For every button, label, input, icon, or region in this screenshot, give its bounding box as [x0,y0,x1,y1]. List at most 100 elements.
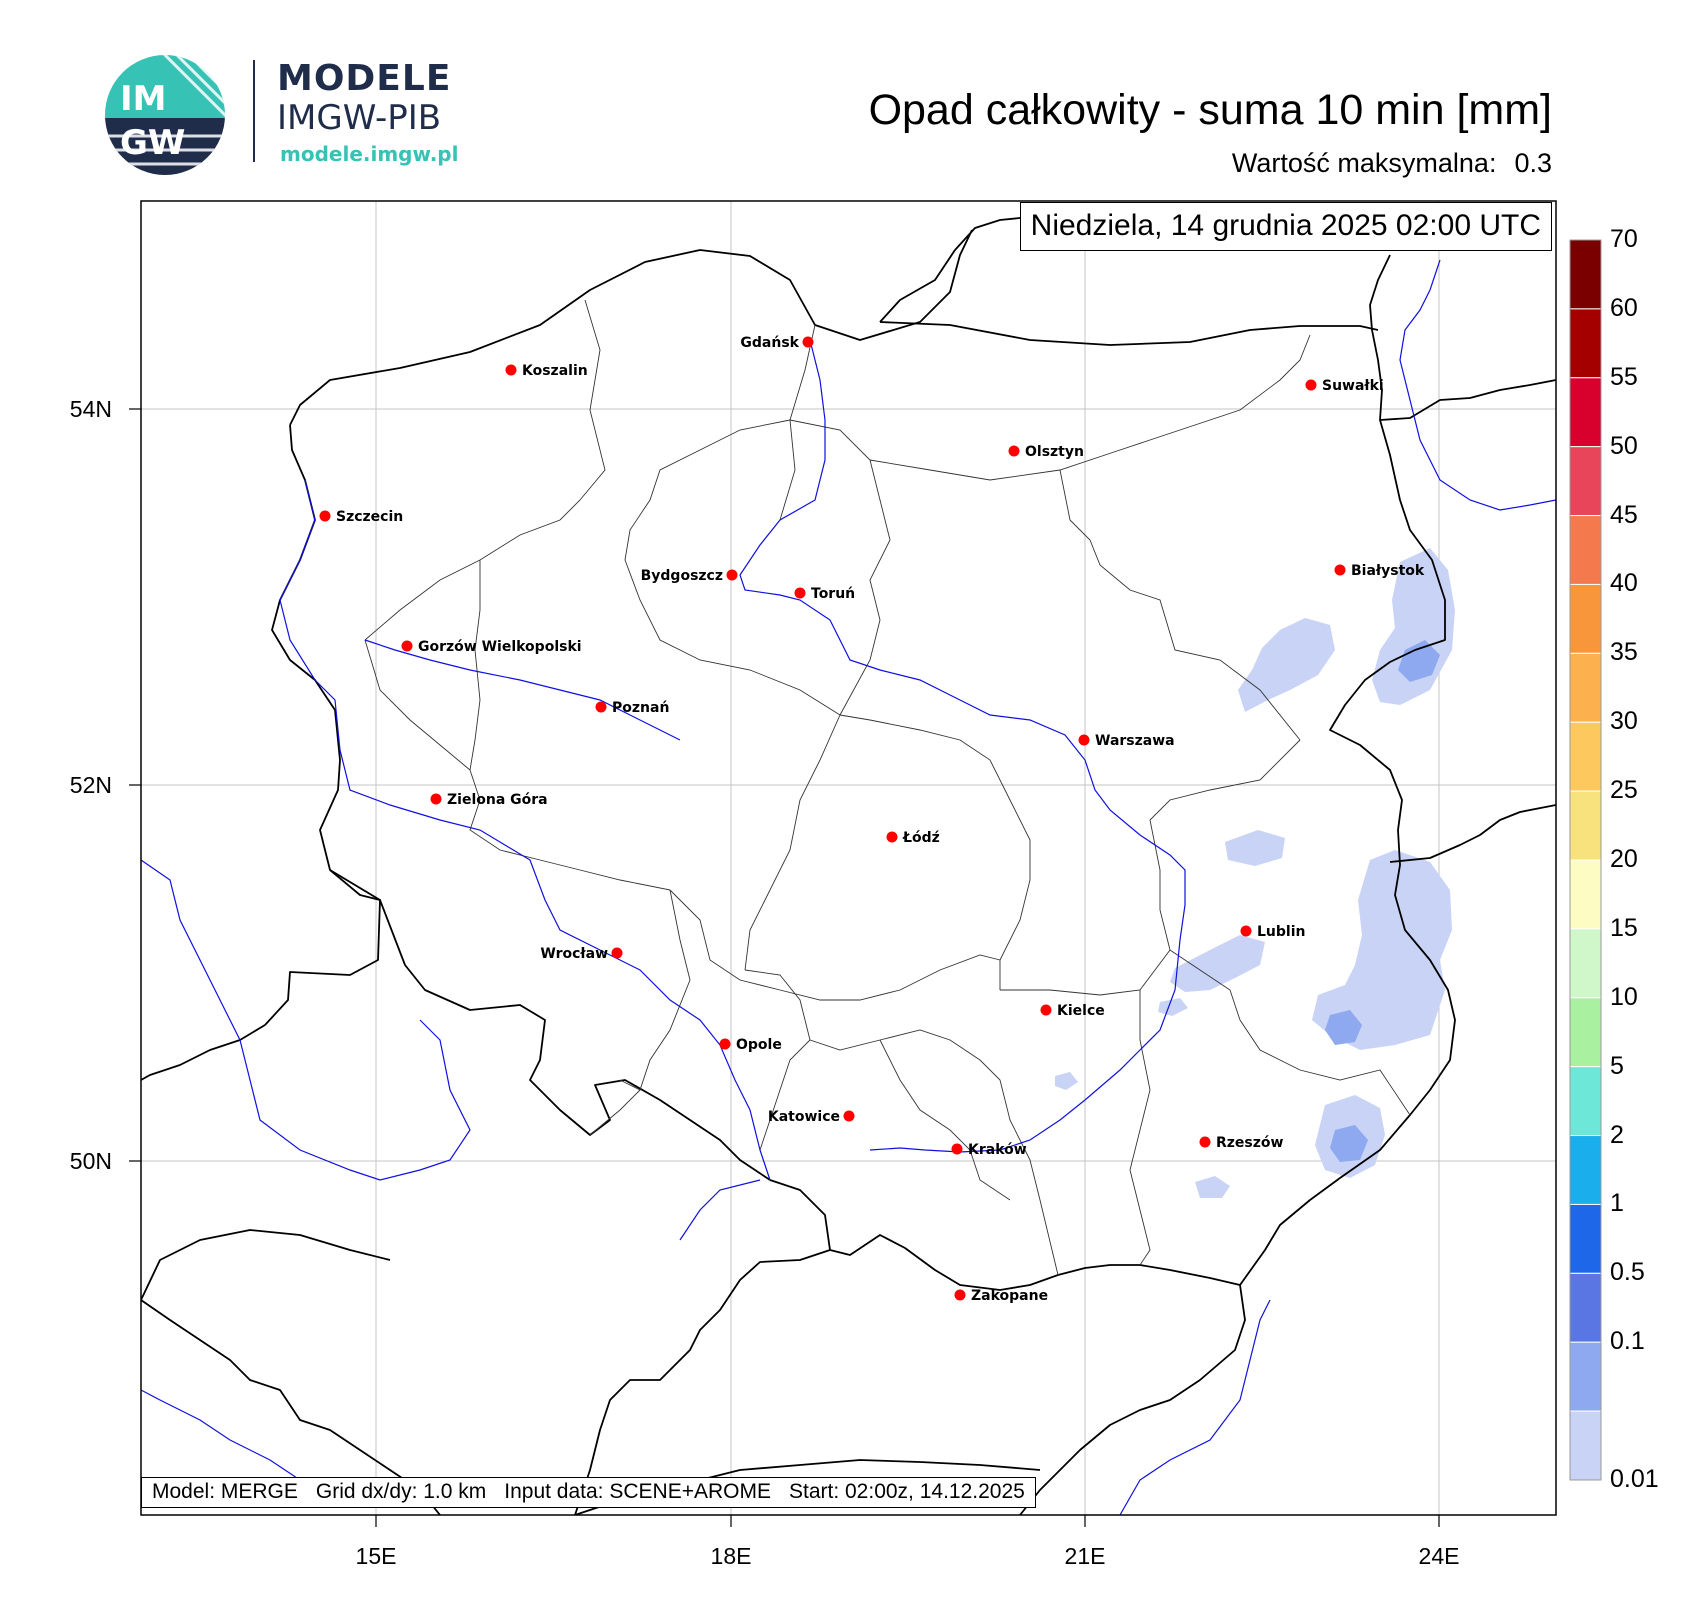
city-marker [1040,1004,1052,1016]
city-kielce: Kielce [1040,1003,1105,1019]
colorbar-frame [1569,239,1602,1481]
city-bialystok: Białystok [1334,563,1425,579]
max-value-label: Wartość maksymalna: [1231,148,1497,178]
river-warta [364,639,681,741]
lat-tick-52n: 52N [70,772,112,798]
city-marker [726,569,738,581]
max-value-line: Wartość maksymalna: 0.3 [1232,148,1552,179]
brand-url: modele.imgw.pl [280,142,459,166]
colorbar-label: 55 [1610,362,1638,391]
lon-tick-24e: 24E [1419,1543,1460,1569]
axis-tick-labels: 15E 18E 21E 24E 54N 52N 50N [70,396,1460,1569]
city-gdansk: Gdańsk [740,335,814,351]
south-border [769,1179,1241,1291]
colorbar-label: 5 [1610,1051,1624,1080]
river-bug [1399,259,1556,511]
city-marker [1078,734,1090,746]
lat-tick-54n: 54N [70,396,112,422]
colorbar-segment [1569,515,1602,585]
city-label: Wrocław [540,946,608,962]
colorbar-segment [1569,1066,1602,1137]
city-marker [951,1143,963,1155]
city-marker [719,1038,731,1050]
city-label: Bydgoszcz [641,568,723,584]
city-marker [505,364,517,376]
city-warszawa: Warszawa [1078,733,1175,749]
colorbar-label: 50 [1610,431,1638,460]
city-label: Szczecin [336,509,403,525]
city-koszalin: Koszalin [505,363,588,379]
baltic-coast [289,229,973,426]
city-label: Zielona Góra [447,792,548,808]
city-marker [886,831,898,843]
lon-tick-15e: 15E [356,1543,397,1569]
rivers [141,259,1556,1515]
colorbar-segment [1569,652,1602,723]
city-opole: Opole [719,1037,782,1053]
city-label: Koszalin [522,363,588,379]
river-elbe [141,859,471,1181]
city-torun: Toruń [794,586,855,602]
colorbar-label: 10 [1610,982,1638,1011]
model-info-footer: Model: MERGE Grid dx/dy: 1.0 km Input data… [141,1477,1036,1508]
city-krakow: Kraków [951,1142,1027,1158]
precip-area-small-1 [1195,1176,1230,1198]
lon-tick-18e: 18E [711,1543,752,1569]
colorbar-segment [1569,1203,1602,1274]
brand-name-line1: MODELE [277,58,452,99]
city-label: Poznań [612,700,669,716]
city-marker [1008,445,1020,457]
city-label: Suwałki [1322,378,1384,394]
colorbar-label: 1 [1610,1189,1624,1218]
voivodeship-borders [364,299,1411,1276]
city-label: Gdańsk [740,335,799,351]
city-lublin: Lublin [1240,924,1305,940]
precip-area-lublin-west [1170,935,1265,992]
brand-name-line2: IMGW-PIB [277,98,442,138]
city-label: Kielce [1057,1003,1105,1019]
city-label: Lublin [1257,924,1305,940]
city-olsztyn: Olsztyn [1008,444,1084,460]
germany-czech-border [141,1024,266,1081]
city-zielona-gora: Zielona Góra [430,792,548,808]
footer-start: Start: 02:00z, 14.12.2025 [788,1480,1025,1503]
city-label: Toruń [811,586,855,602]
colorbar-segment [1569,239,1602,310]
city-marker [794,587,806,599]
river-south [679,1179,761,1241]
colorbar-label: 25 [1610,776,1638,805]
colorbar-label: 30 [1610,707,1638,736]
city-marker [430,793,442,805]
precip-core-podlasie [1398,640,1440,682]
colorbar-segment [1569,583,1602,654]
footer-model: Model: MERGE [152,1480,298,1503]
city-marker [1305,379,1317,391]
map-area [141,201,1556,1515]
colorbar-label: 70 [1610,225,1638,253]
city-markers: Gdańsk Koszalin Suwałki Olsztyn Szczecin Biał… [319,335,1425,1304]
colorbar-segment [1569,1272,1602,1343]
lon-tick-21e: 21E [1065,1543,1106,1569]
imgw-logo: IM GW [105,55,255,175]
city-marker [611,947,623,959]
colorbar-label: 0.1 [1610,1327,1645,1356]
city-label: Katowice [768,1109,840,1125]
city-suwalki: Suwałki [1305,378,1384,394]
slovak-hungary-border [1019,1284,1246,1515]
footer-input: Input data: SCENE+AROME [504,1480,771,1503]
colorbar [1569,239,1602,1481]
colorbar-segment [1569,790,1602,861]
colorbar-label: 45 [1610,500,1638,529]
city-wroclaw: Wrocław [540,946,623,962]
city-label: Rzeszów [1216,1135,1284,1151]
colorbar-segment [1569,1410,1602,1481]
footer-grid: Grid dx/dy: 1.0 km [315,1480,487,1503]
colorbar-label: 20 [1610,845,1638,873]
colorbar-segment [1569,446,1602,517]
graticule [141,201,1556,1515]
axis-ticks [129,408,1440,1527]
city-marker [1199,1136,1211,1148]
precip-core-lublin [1325,1010,1362,1045]
precip-area-small-3 [1158,998,1188,1016]
